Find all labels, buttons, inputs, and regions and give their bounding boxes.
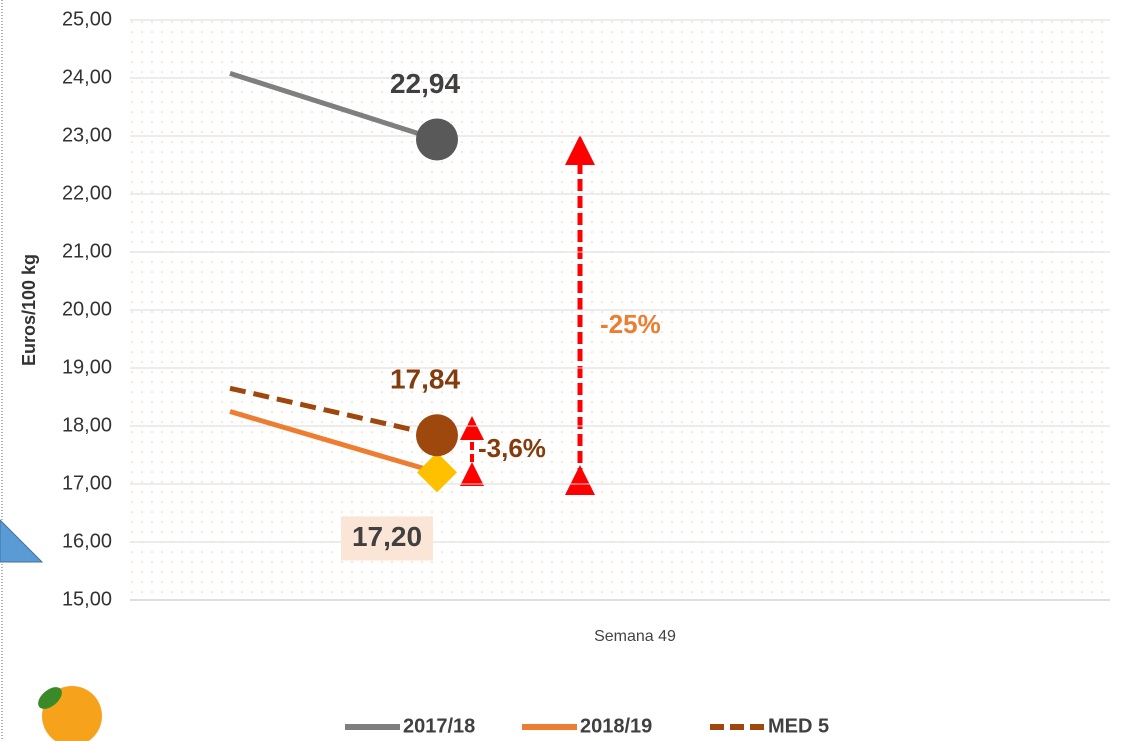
series-line — [229, 70, 438, 142]
y-tick-label: 20,00 — [62, 298, 112, 320]
y-tick-label: 17,00 — [62, 472, 112, 494]
legend-label: 2018/19 — [580, 715, 652, 737]
y-tick-label: 24,00 — [62, 66, 112, 88]
legend-label: MED 5 — [768, 715, 829, 737]
annotation: -25% — [600, 309, 661, 339]
y-tick-label: 19,00 — [62, 356, 112, 378]
y-tick-label: 18,00 — [62, 414, 112, 436]
label-box — [341, 516, 433, 561]
y-tick-label: 15,00 — [62, 588, 112, 610]
data-label: 17,20 — [352, 521, 422, 552]
legend-label: 2017/18 — [403, 715, 475, 737]
data-label: 22,94 — [390, 68, 460, 99]
series-line — [229, 385, 438, 438]
x-axis-label: Semana 49 — [594, 628, 676, 645]
decoration-triangle — [0, 519, 44, 563]
orange-icon — [38, 686, 102, 741]
y-tick-label: 25,00 — [62, 8, 112, 30]
data-label: 17,84 — [390, 364, 460, 395]
marker — [416, 414, 458, 457]
marker — [417, 452, 457, 493]
y-tick-label: 23,00 — [62, 124, 112, 146]
marker — [416, 118, 458, 161]
y-tick-label: 16,00 — [62, 530, 112, 552]
annotation: -3,6% — [478, 433, 546, 463]
y-tick-label: 21,00 — [62, 240, 112, 262]
series-line — [229, 409, 438, 475]
y-axis-label: Euros/100 kg — [19, 254, 39, 366]
y-tick-label: 22,00 — [62, 182, 112, 204]
